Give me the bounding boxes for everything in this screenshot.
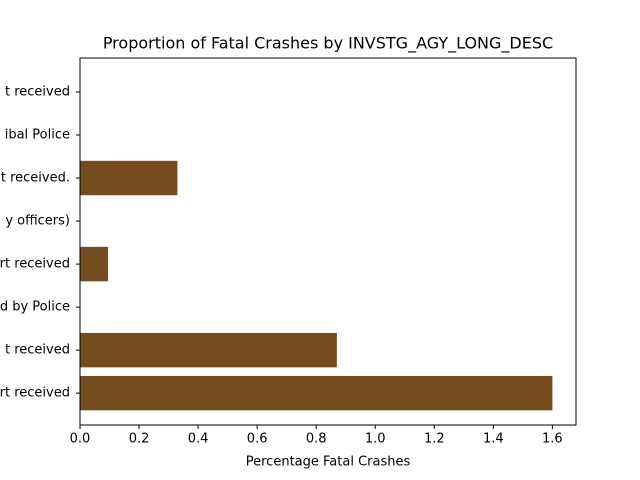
x-tick-label: 0.0 [70,432,91,447]
y-tick-label: rt received [0,257,70,272]
x-tick-label: 0.8 [306,432,327,447]
y-tick-label: t received. [1,171,70,186]
x-tick-label: 1.6 [542,432,563,447]
x-tick-label: 1.2 [424,432,445,447]
bar [80,332,337,368]
y-tick-label: y officers) [5,214,70,229]
x-tick-label: 0.4 [188,432,209,447]
y-tick-label: ibal Police [5,128,70,143]
y-tick-label: rt received [0,386,70,401]
bar [80,375,553,411]
y-tick-label: d by Police [0,300,70,315]
x-axis-label: Percentage Fatal Crashes [246,455,411,470]
bar [80,246,109,282]
x-tick-label: 1.0 [365,432,386,447]
x-tick-label: 0.2 [129,432,150,447]
y-tick-label: t received [5,84,70,99]
bar [80,160,178,196]
x-tick-label: 0.6 [247,432,268,447]
y-tick-label: t received [5,343,70,358]
x-tick-label: 1.4 [483,432,504,447]
plot-frame [79,57,577,426]
chart-title: Proportion of Fatal Crashes by INVSTG_AG… [103,34,553,54]
